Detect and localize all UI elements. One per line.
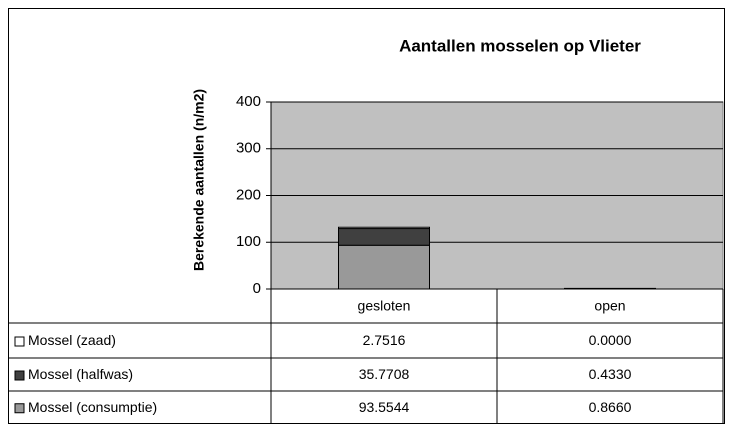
x-tick-label: gesloten — [358, 298, 411, 314]
legend-label: Mossel (consumptie) — [28, 399, 157, 415]
bar-segment — [338, 228, 430, 246]
legend-swatch — [14, 403, 25, 414]
bar-segment — [338, 244, 430, 290]
legend-swatch — [14, 336, 25, 347]
y-tick-label: 400 — [236, 93, 261, 110]
y-tick-label: 0 — [253, 280, 261, 297]
y-tick-label: 200 — [236, 186, 261, 203]
data-label: 93.5544 — [359, 399, 410, 415]
data-label: 35.7708 — [359, 366, 410, 382]
legend-label: Mossel (zaad) — [28, 332, 116, 348]
data-label: 0.0000 — [589, 332, 632, 348]
legend-label: Mossel (halfwas) — [28, 366, 133, 382]
y-tick-label: 100 — [236, 233, 261, 250]
x-tick-label: open — [594, 298, 625, 314]
bar-segment — [338, 226, 430, 230]
y-tick-label: 300 — [236, 140, 261, 157]
legend-swatch — [14, 370, 25, 381]
data-label: 2.7516 — [363, 332, 406, 348]
data-label: 0.4330 — [589, 366, 632, 382]
chart-title: Aantallen mosselen op Vlieter — [399, 36, 641, 55]
y-axis-label: Berekende aantallen (n/m2) — [191, 89, 207, 271]
data-label: 0.8660 — [589, 399, 632, 415]
